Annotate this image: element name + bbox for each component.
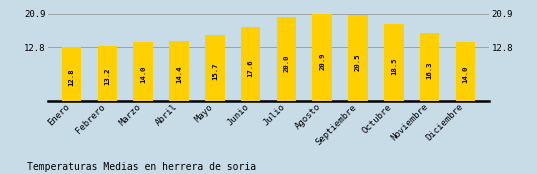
- Bar: [348, 15, 368, 101]
- Bar: [205, 48, 224, 101]
- Bar: [313, 14, 332, 101]
- Bar: [98, 46, 117, 101]
- Bar: [384, 48, 404, 101]
- Text: 15.7: 15.7: [212, 63, 218, 80]
- Text: 12.8: 12.8: [69, 68, 75, 86]
- Bar: [62, 48, 82, 101]
- Bar: [277, 17, 296, 101]
- Bar: [62, 48, 82, 101]
- Bar: [420, 33, 439, 101]
- Bar: [133, 48, 153, 101]
- Text: 20.5: 20.5: [355, 54, 361, 71]
- Bar: [169, 48, 189, 101]
- Text: 18.5: 18.5: [391, 57, 397, 75]
- Text: 14.4: 14.4: [176, 65, 182, 83]
- Bar: [348, 48, 368, 101]
- Text: 20.0: 20.0: [284, 55, 289, 72]
- Bar: [455, 48, 475, 101]
- Text: 13.2: 13.2: [104, 67, 111, 85]
- Bar: [241, 27, 260, 101]
- Text: 20.9: 20.9: [319, 53, 325, 70]
- Text: 16.3: 16.3: [426, 62, 433, 79]
- Bar: [313, 48, 332, 101]
- Bar: [455, 42, 475, 101]
- Bar: [169, 41, 189, 101]
- Bar: [241, 48, 260, 101]
- Bar: [277, 48, 296, 101]
- Bar: [133, 42, 153, 101]
- Bar: [420, 48, 439, 101]
- Text: Temperaturas Medias en herrera de soria: Temperaturas Medias en herrera de soria: [27, 162, 256, 172]
- Bar: [205, 35, 224, 101]
- Text: 14.0: 14.0: [140, 66, 146, 83]
- Text: 14.0: 14.0: [462, 66, 468, 83]
- Text: 17.6: 17.6: [248, 59, 253, 77]
- Bar: [98, 48, 117, 101]
- Bar: [384, 24, 404, 101]
